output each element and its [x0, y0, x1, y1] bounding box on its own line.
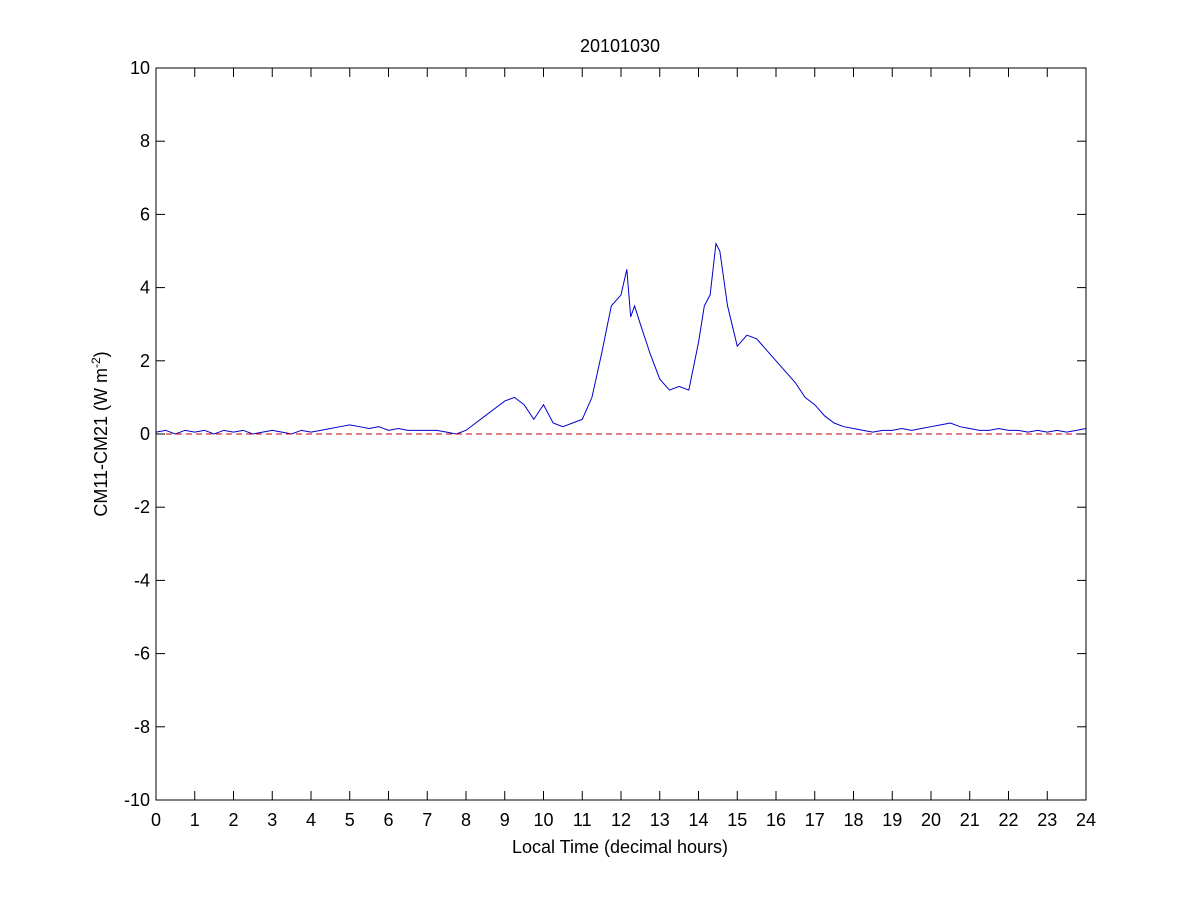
x-tick-label: 13: [650, 810, 670, 830]
y-tick-label: -4: [134, 570, 150, 590]
x-tick-label: 19: [882, 810, 902, 830]
x-tick-label: 12: [611, 810, 631, 830]
y-tick-label: -8: [134, 717, 150, 737]
x-tick-label: 8: [461, 810, 471, 830]
x-axis-label: Local Time (decimal hours): [512, 837, 728, 857]
x-tick-label: 21: [960, 810, 980, 830]
y-tick-label: 0: [140, 424, 150, 444]
y-tick-label: 2: [140, 351, 150, 371]
series-line-0: [155, 242, 1087, 435]
plot-area: 0 1 2 3 4 5 6 7 8 9 10 11 12 13 14 15 16 17 18 19 20 21 22 23 24…: [124, 58, 1096, 830]
x-tick-label: 5: [345, 810, 355, 830]
x-tick-label: 22: [998, 810, 1018, 830]
x-tick-label: 3: [267, 810, 277, 830]
x-tick-label: 1: [190, 810, 200, 830]
x-tick-label: 16: [766, 810, 786, 830]
x-tick-label: 24: [1076, 810, 1096, 830]
y-tick-label: -10: [124, 790, 150, 810]
x-tick-label: 10: [533, 810, 553, 830]
x-tick-label: 7: [422, 810, 432, 830]
x-tick-label: 23: [1037, 810, 1057, 830]
x-tick-label: 11: [573, 810, 592, 830]
y-tick-label: -6: [134, 644, 150, 664]
y-tick-label: -2: [134, 497, 150, 517]
x-tick-label: 14: [688, 810, 708, 830]
x-tick-label: 0: [151, 810, 161, 830]
x-tick-label: 20: [921, 810, 941, 830]
x-tick-label: 6: [383, 810, 393, 830]
y-axis-label: CM11-CM21 (W m-2): [89, 351, 111, 516]
y-tick-label: 8: [140, 131, 150, 151]
x-tick-label: 4: [306, 810, 316, 830]
x-tick-label: 18: [843, 810, 863, 830]
x-tick-label: 2: [228, 810, 238, 830]
y-tick-label: 10: [130, 58, 150, 78]
chart-title: 20101030: [580, 36, 660, 56]
y-tick-label: 4: [140, 278, 150, 298]
x-tick-label: 15: [727, 810, 747, 830]
x-tick-label: 17: [805, 810, 825, 830]
x-tick-label: 9: [500, 810, 510, 830]
y-tick-label: 6: [140, 204, 150, 224]
